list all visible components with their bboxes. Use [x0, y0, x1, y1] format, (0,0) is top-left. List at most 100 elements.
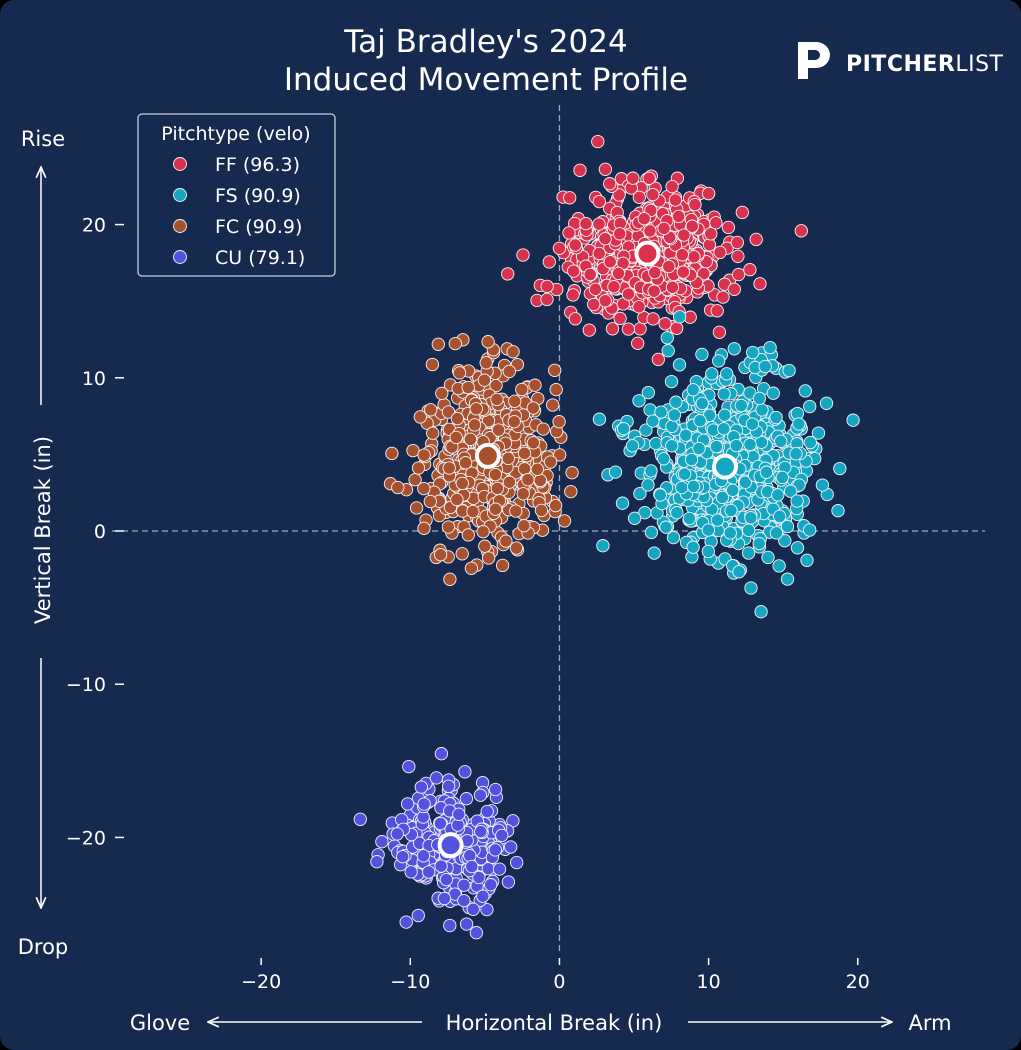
point-cu [429, 771, 444, 785]
y-tick-label: 0 [94, 521, 106, 543]
point-fs [695, 396, 709, 411]
point-ff [613, 227, 627, 241]
point-ff [662, 259, 676, 274]
point-fs [672, 358, 687, 372]
point-cu [433, 816, 448, 831]
point-cu [414, 780, 428, 794]
point-fs [780, 572, 795, 586]
point-fc [461, 380, 475, 395]
point-fc [463, 432, 478, 446]
point-fc [495, 558, 510, 573]
point-fs [803, 435, 817, 450]
point-fc [516, 487, 530, 501]
point-ff [501, 267, 515, 281]
x-tick-label: −20 [241, 971, 281, 993]
x-tick-label: 20 [846, 971, 870, 993]
point-cu [458, 765, 472, 779]
point-fc [534, 503, 549, 518]
point-cu [488, 843, 502, 857]
centroid-fs [712, 453, 739, 480]
point-fs [742, 523, 756, 537]
point-fs [803, 523, 817, 537]
point-fs [769, 526, 784, 540]
point-fc [548, 363, 562, 377]
point-fs [667, 408, 682, 422]
point-fc [424, 403, 438, 417]
brand-name-bold: PITCHER [846, 52, 955, 77]
point-fc [467, 418, 482, 432]
point-cu [396, 850, 410, 864]
point-fs [831, 504, 845, 518]
point-ff [583, 267, 597, 282]
point-cu [504, 840, 518, 854]
point-fs [661, 344, 675, 358]
point-fc [536, 422, 550, 436]
point-ff [607, 280, 621, 294]
point-fc [450, 411, 465, 426]
point-ff [592, 246, 606, 261]
point-fs [790, 494, 804, 508]
point-ff [749, 232, 763, 247]
point-fs [705, 367, 719, 381]
point-ff [713, 245, 727, 260]
point-fs [616, 422, 631, 436]
y-axis-ticks: −20 −10 0 10 20 [66, 215, 124, 849]
point-ff [621, 322, 636, 336]
legend-marker-fs [173, 188, 187, 202]
legend-label-ff: FF (96.3) [215, 154, 300, 176]
point-ff [716, 290, 730, 304]
point-cu [399, 915, 413, 929]
point-cu [492, 862, 507, 876]
point-ff [612, 188, 626, 202]
point-fc [413, 410, 427, 424]
point-fc [391, 480, 405, 495]
brand-name-light: LIST [955, 52, 1003, 77]
point-fs [723, 526, 737, 540]
point-cu [465, 859, 479, 874]
x-tick-label: 0 [553, 971, 565, 993]
y-tick-label: 10 [82, 368, 106, 390]
point-fs [677, 467, 692, 481]
point-fc [488, 502, 503, 516]
point-cu [480, 804, 494, 819]
point-fc [423, 494, 437, 509]
point-ff [591, 134, 605, 149]
point-ff [611, 266, 626, 281]
y-tick-label: −10 [66, 674, 106, 696]
point-ff [637, 212, 651, 226]
legend-marker-cu [173, 250, 187, 264]
point-fs [726, 483, 740, 497]
point-ff [568, 238, 582, 252]
point-fs [669, 395, 683, 409]
point-fs [653, 488, 667, 502]
point-fs [615, 496, 630, 510]
point-cu [417, 797, 431, 811]
point-fs [665, 439, 679, 453]
point-ff [710, 304, 724, 318]
centroid-fc [474, 442, 501, 469]
point-ff [516, 248, 530, 262]
point-ff [566, 264, 581, 278]
x-axis-ticks: −20 −10 0 10 20 [241, 958, 870, 993]
point-fs [769, 410, 783, 425]
scatter-points [353, 134, 860, 940]
point-ff [665, 179, 679, 194]
point-ff [702, 238, 717, 252]
point-ff [568, 312, 582, 326]
point-ff [563, 191, 577, 205]
point-fc [464, 561, 479, 575]
point-cu [411, 908, 425, 923]
point-fc [406, 443, 420, 458]
x-arm-label: Arm [908, 1011, 951, 1035]
point-fs [641, 478, 655, 492]
point-ff [688, 197, 702, 212]
point-ff [588, 282, 603, 296]
point-fs [644, 464, 658, 478]
point-fs [679, 428, 693, 442]
point-fs [819, 396, 834, 410]
point-fc [433, 548, 448, 562]
pitcherlist-p-icon [798, 42, 830, 79]
y-axis-label: Vertical Break (in) [31, 436, 55, 624]
